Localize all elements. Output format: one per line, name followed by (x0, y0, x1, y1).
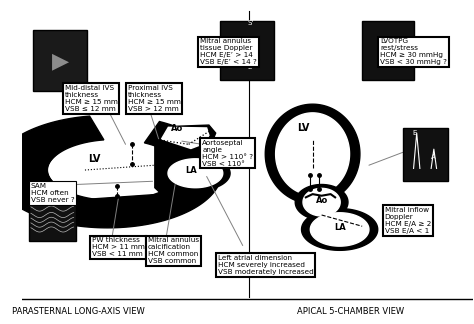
Text: Ao: Ao (316, 196, 328, 205)
FancyBboxPatch shape (403, 128, 448, 181)
Text: E': E' (248, 64, 254, 70)
Polygon shape (303, 188, 340, 216)
Text: S': S' (248, 20, 254, 27)
Text: PW thickness
HCM > 11 mm
VSB < 11 mm: PW thickness HCM > 11 mm VSB < 11 mm (91, 237, 145, 258)
Text: LV: LV (297, 123, 310, 133)
Polygon shape (67, 194, 162, 205)
FancyBboxPatch shape (220, 21, 274, 80)
Polygon shape (301, 209, 378, 250)
Text: LA: LA (185, 166, 197, 175)
Text: Ao: Ao (171, 124, 183, 133)
Text: PARASTERNAL LONG-AXIS VIEW: PARASTERNAL LONG-AXIS VIEW (12, 307, 145, 316)
Text: E: E (412, 130, 417, 136)
Polygon shape (275, 113, 349, 195)
Text: SAM
HCM often
VSB never ?: SAM HCM often VSB never ? (31, 183, 74, 203)
Text: APICAL 5-CHAMBER VIEW: APICAL 5-CHAMBER VIEW (297, 307, 404, 316)
Polygon shape (0, 116, 222, 228)
Polygon shape (310, 213, 369, 246)
Polygon shape (155, 136, 180, 194)
Polygon shape (157, 125, 216, 151)
Polygon shape (168, 159, 223, 188)
Polygon shape (265, 104, 360, 204)
FancyBboxPatch shape (362, 21, 414, 80)
Text: LV: LV (88, 154, 100, 164)
Text: ▶: ▶ (52, 51, 69, 71)
Text: Mid-distal IVS
thickness
HCM ≥ 15 mm
VSB ≤ 12 mm: Mid-distal IVS thickness HCM ≥ 15 mm VSB… (64, 85, 118, 112)
Text: A': A' (247, 38, 254, 44)
Polygon shape (49, 144, 171, 196)
Text: Mitral inflow
Doppler
HCM E/A ≥ 2
VSB E/A < 1: Mitral inflow Doppler HCM E/A ≥ 2 VSB E/… (385, 207, 431, 234)
Text: Aortoseptal
angle
HCM > 110° ?
VSB < 110°: Aortoseptal angle HCM > 110° ? VSB < 110… (202, 140, 253, 167)
Text: LA: LA (334, 224, 346, 232)
Polygon shape (162, 127, 209, 148)
Text: A: A (431, 154, 436, 160)
Polygon shape (161, 156, 230, 191)
Text: Mitral annulus
calcification
HCM common
VSB common: Mitral annulus calcification HCM common … (148, 237, 199, 264)
Text: Proximal IVS
thickness
HCM ≥ 15 mm
VSB > 12 mm: Proximal IVS thickness HCM ≥ 15 mm VSB >… (128, 85, 181, 112)
FancyBboxPatch shape (28, 202, 76, 241)
Polygon shape (295, 184, 348, 220)
FancyBboxPatch shape (33, 30, 87, 91)
Text: LVOTPG
rest/stress
HCM ≥ 30 mmHg
VSB < 30 mmHg ?: LVOTPG rest/stress HCM ≥ 30 mmHg VSB < 3… (380, 38, 447, 65)
Text: Left atrial dimension
HCM severely increased
VSB moderately increased: Left atrial dimension HCM severely incre… (218, 255, 314, 275)
Text: Mitral annulus
tissue Doppler
HCM E/E’ > 14
VSB E/E’ < 14 ?: Mitral annulus tissue Doppler HCM E/E’ >… (200, 38, 257, 65)
